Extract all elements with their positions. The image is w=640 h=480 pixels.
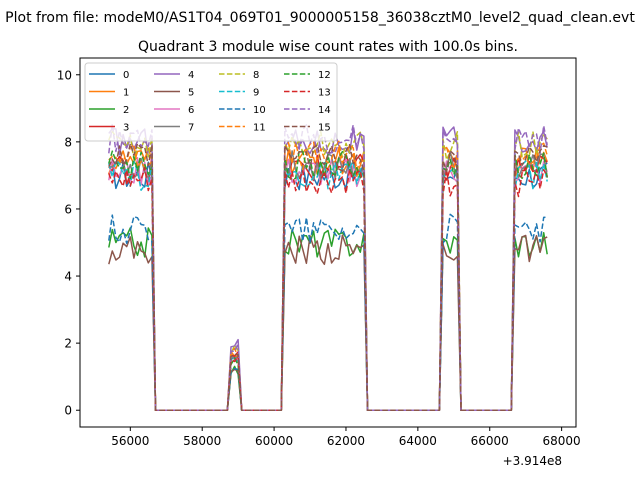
series-line-9 [108,159,548,411]
x-tick-label: 60000 [255,434,293,448]
series-line-12 [108,149,548,411]
figure-suptitle: Plot from file: modeM0/AS1T04_069T01_900… [5,10,635,26]
legend-label-1: 1 [123,88,129,99]
x-tick-label: 62000 [327,434,365,448]
legend-label-9: 9 [253,88,259,99]
x-tick-label: 66000 [471,434,509,448]
legend-label-10: 10 [253,105,266,116]
legend-label-5: 5 [188,88,194,99]
legend-label-12: 12 [318,70,331,81]
legend-label-7: 7 [188,123,194,134]
series-line-8 [108,130,548,411]
x-tick-label: 68000 [543,434,581,448]
legend-label-2: 2 [123,105,129,116]
legend-label-14: 14 [318,105,331,116]
y-tick-label: 10 [57,68,72,82]
legend-label-15: 15 [318,123,331,134]
x-tick-label: 56000 [111,434,149,448]
legend-label-0: 0 [123,70,129,81]
x-tick-label: 64000 [399,434,437,448]
y-axis: 0 2 4 6 8 10 [57,68,80,418]
x-offset-label: +3.914e8 [503,454,562,468]
series-layer [108,123,548,411]
plot-area [79,57,577,428]
chart-title: Quadrant 3 module wise count rates with … [138,39,518,55]
x-axis: 56000 58000 60000 62000 64000 66000 68000 [111,427,581,448]
series-line-3 [108,153,548,411]
series-line-6 [108,157,548,411]
y-tick-label: 0 [64,404,72,418]
x-tick-label: 58000 [183,434,221,448]
series-line-7 [108,150,548,411]
legend-label-3: 3 [123,123,129,134]
legend-frame [84,62,338,142]
series-line-14 [108,123,548,411]
series-line-13 [108,166,548,411]
y-tick-label: 8 [64,135,72,149]
y-tick-label: 4 [64,270,72,284]
legend-label-11: 11 [253,123,266,134]
axes-frame [79,57,577,428]
legend-label-13: 13 [318,88,331,99]
series-line-2 [108,227,548,411]
series-line-5 [108,234,548,411]
y-tick-label: 6 [64,202,72,216]
legend-label-6: 6 [188,105,194,116]
y-tick-label: 2 [64,337,72,351]
series-line-0 [108,159,548,411]
legend-label-4: 4 [188,70,194,81]
legend-label-8: 8 [253,70,259,81]
